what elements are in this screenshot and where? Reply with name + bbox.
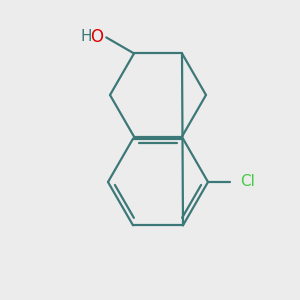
Text: Cl: Cl — [240, 175, 255, 190]
Text: O: O — [90, 28, 103, 46]
Text: H: H — [81, 29, 92, 44]
